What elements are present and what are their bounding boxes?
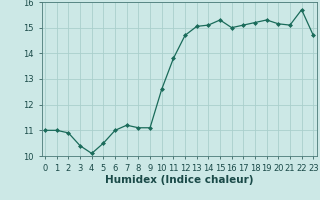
X-axis label: Humidex (Indice chaleur): Humidex (Indice chaleur) (105, 175, 253, 185)
